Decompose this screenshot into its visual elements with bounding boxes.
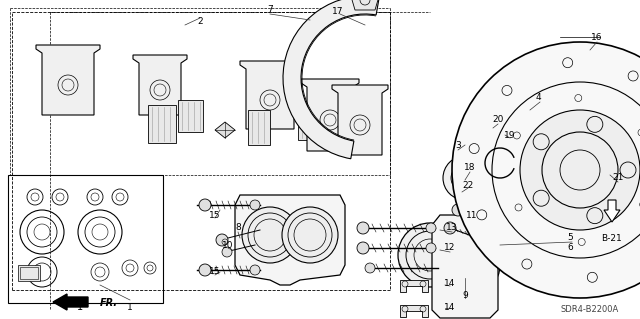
Polygon shape bbox=[400, 280, 428, 292]
Text: 19: 19 bbox=[504, 130, 516, 139]
Wedge shape bbox=[283, 0, 380, 159]
Circle shape bbox=[444, 222, 456, 234]
Text: 17: 17 bbox=[332, 8, 344, 17]
Circle shape bbox=[452, 204, 464, 216]
Text: 14: 14 bbox=[444, 279, 456, 288]
Circle shape bbox=[452, 42, 640, 298]
Circle shape bbox=[476, 141, 500, 165]
Bar bbox=[178, 100, 203, 132]
Text: 20: 20 bbox=[492, 115, 504, 124]
Text: 4: 4 bbox=[535, 93, 541, 102]
Circle shape bbox=[357, 222, 369, 234]
Polygon shape bbox=[332, 85, 388, 155]
Text: 21: 21 bbox=[612, 174, 624, 182]
Text: 22: 22 bbox=[462, 181, 474, 189]
Polygon shape bbox=[350, 0, 380, 10]
Text: 5: 5 bbox=[567, 234, 573, 242]
Polygon shape bbox=[235, 195, 345, 285]
Text: 13: 13 bbox=[446, 224, 458, 233]
Polygon shape bbox=[301, 79, 359, 151]
FancyArrow shape bbox=[604, 200, 620, 222]
Circle shape bbox=[216, 234, 228, 246]
Bar bbox=[298, 108, 320, 140]
Circle shape bbox=[426, 223, 436, 233]
Bar bbox=[8, 175, 163, 303]
Text: 3: 3 bbox=[455, 140, 461, 150]
Text: 16: 16 bbox=[591, 33, 603, 42]
Polygon shape bbox=[215, 122, 235, 138]
Polygon shape bbox=[240, 61, 300, 129]
Circle shape bbox=[357, 242, 369, 254]
Polygon shape bbox=[133, 55, 187, 115]
Text: 8: 8 bbox=[235, 224, 241, 233]
Text: SDR4-B2200A: SDR4-B2200A bbox=[561, 306, 619, 315]
Bar bbox=[20, 267, 38, 279]
Text: 15: 15 bbox=[209, 268, 221, 277]
Text: FR.: FR. bbox=[100, 298, 118, 308]
Text: 2: 2 bbox=[197, 18, 203, 26]
Text: 9: 9 bbox=[462, 291, 468, 300]
Circle shape bbox=[426, 243, 436, 253]
Circle shape bbox=[520, 110, 640, 230]
Polygon shape bbox=[432, 215, 498, 318]
Text: 18: 18 bbox=[464, 164, 476, 173]
Text: 12: 12 bbox=[444, 243, 456, 253]
Circle shape bbox=[398, 223, 462, 287]
Text: 7: 7 bbox=[267, 4, 273, 13]
Text: 10: 10 bbox=[222, 241, 234, 249]
Text: 15: 15 bbox=[209, 211, 221, 219]
Circle shape bbox=[222, 247, 232, 257]
Bar bbox=[148, 105, 176, 143]
Text: 1: 1 bbox=[127, 302, 133, 311]
Text: 11: 11 bbox=[467, 211, 477, 219]
Circle shape bbox=[443, 156, 487, 200]
Text: 1: 1 bbox=[77, 302, 83, 312]
Bar bbox=[248, 110, 270, 145]
Circle shape bbox=[242, 207, 298, 263]
Bar bbox=[18, 265, 40, 281]
Polygon shape bbox=[36, 45, 100, 115]
Circle shape bbox=[199, 264, 211, 276]
Circle shape bbox=[440, 235, 500, 295]
Text: 14: 14 bbox=[444, 302, 456, 311]
Circle shape bbox=[282, 207, 338, 263]
Polygon shape bbox=[400, 305, 428, 317]
Circle shape bbox=[365, 263, 375, 273]
Circle shape bbox=[250, 265, 260, 275]
Circle shape bbox=[250, 200, 260, 210]
Circle shape bbox=[502, 120, 558, 176]
Text: B-21: B-21 bbox=[602, 234, 622, 243]
Text: 6: 6 bbox=[567, 243, 573, 253]
Circle shape bbox=[478, 96, 582, 200]
Circle shape bbox=[199, 199, 211, 211]
FancyArrow shape bbox=[53, 294, 88, 310]
